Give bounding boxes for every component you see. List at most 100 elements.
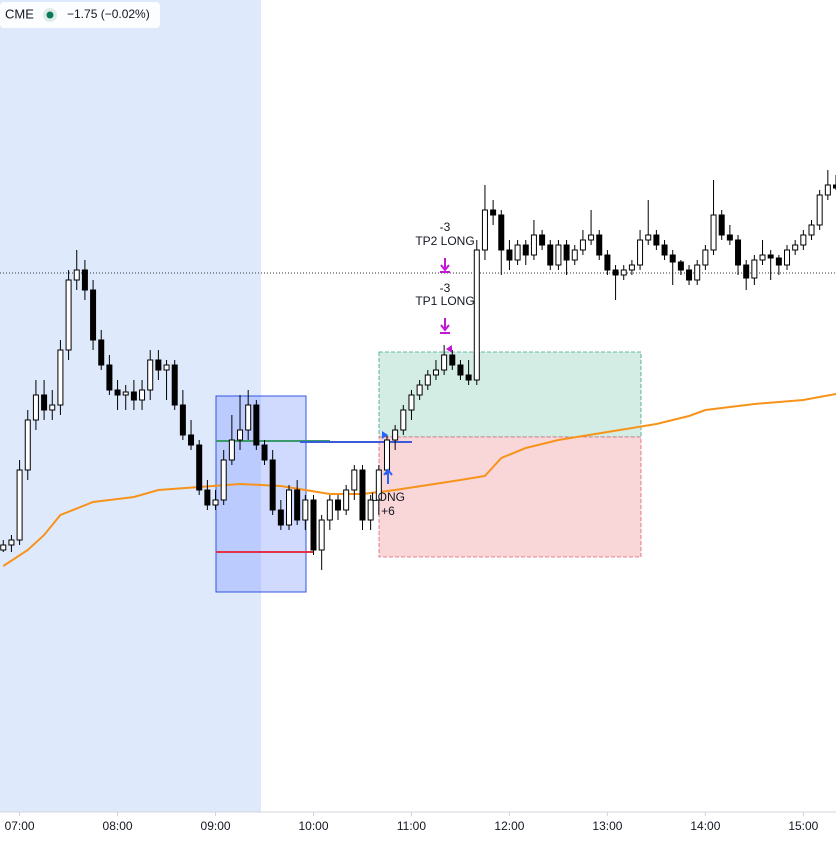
candle-body (726, 234, 733, 241)
candle-body (318, 519, 325, 551)
candle-body (106, 364, 113, 391)
x-axis-labels: 07:00 08:00 09:00 10:00 11:00 12:00 13:00 14:00… (5, 812, 819, 833)
annotation: -3 (440, 281, 451, 295)
exit-arrow (440, 258, 450, 273)
candle-body (8, 539, 15, 546)
entry-arrow (383, 468, 393, 484)
candle-body (57, 349, 64, 406)
candle-body (645, 234, 652, 241)
status-dot (46, 11, 54, 19)
x-tick-label: 08:00 (103, 819, 133, 833)
candle-body (775, 257, 782, 266)
candle-body (196, 444, 203, 491)
candle-body (784, 249, 791, 266)
x-tick-label: 15:00 (788, 819, 818, 833)
x-tick-label: 14:00 (690, 819, 720, 833)
candle-body (824, 184, 831, 196)
exit-marker (446, 345, 452, 353)
annotation: TP2 LONG (415, 234, 474, 248)
candle-body (514, 244, 521, 261)
x-tick-label: 12:00 (494, 819, 524, 833)
candle-body (294, 489, 301, 521)
candle-body (457, 364, 464, 376)
candle-body (139, 389, 146, 401)
candle-body (163, 364, 170, 371)
candle-body (65, 279, 72, 351)
candle-body (326, 499, 333, 521)
candle-body (302, 499, 309, 521)
x-tick-label: 09:00 (201, 819, 231, 833)
candle-body (767, 254, 774, 259)
candle-body (253, 404, 260, 446)
candle-body (441, 354, 448, 371)
candle-body (539, 234, 546, 246)
candle-body (432, 369, 439, 376)
candle-body (653, 234, 660, 246)
candle-body (171, 364, 178, 406)
annotation: +6 (381, 504, 395, 518)
candle-body (490, 209, 497, 216)
candle-body (73, 269, 80, 281)
candle-body (41, 394, 48, 411)
candle-body (16, 469, 23, 541)
candle-body (147, 359, 154, 391)
candle-body (130, 391, 137, 401)
candle-body (122, 391, 129, 396)
candle-body (367, 499, 374, 521)
candle-body (710, 214, 717, 251)
candle-body (310, 499, 317, 551)
candle-body (522, 244, 529, 256)
candle-body (114, 389, 121, 396)
plot-area (0, 170, 836, 570)
candle-body (792, 244, 799, 251)
candle-body (718, 214, 725, 236)
candle-body (555, 244, 562, 266)
x-tick-label: 13:00 (592, 819, 622, 833)
candle-body (81, 269, 88, 291)
x-tick-label: 11:00 (397, 819, 426, 833)
candle-body (32, 394, 39, 421)
candle-body (351, 469, 358, 491)
candle-body (800, 234, 807, 246)
candle-body (669, 254, 676, 263)
candle-body (392, 429, 399, 441)
candle-body (245, 404, 252, 431)
candle-body (751, 259, 758, 279)
candle-body (188, 434, 195, 446)
candle-body (359, 469, 366, 521)
candle-body (506, 249, 513, 261)
candle-body (0, 544, 7, 551)
annotation: -3 (440, 220, 451, 234)
candle-body (424, 374, 431, 386)
candle-body (383, 439, 390, 471)
candle-body (743, 264, 750, 279)
candle-body (277, 509, 284, 526)
candle-body (694, 264, 701, 281)
candle-body (179, 404, 186, 436)
candle-body (808, 224, 815, 236)
candle-body (286, 489, 293, 526)
candle-body (204, 489, 211, 506)
candle-body (530, 234, 537, 256)
candle-body (759, 254, 766, 261)
candle-body (628, 264, 635, 271)
candle-body (604, 254, 611, 271)
candle-body (612, 269, 619, 276)
candle-body (220, 459, 227, 501)
candle-body (677, 261, 684, 271)
x-tick-label: 07:00 (5, 819, 35, 833)
candle-body (90, 289, 97, 341)
candle-body (334, 499, 341, 511)
candle-body (686, 269, 693, 281)
price-change: −1.75 (−0.02%) (67, 7, 150, 21)
candle-body (596, 234, 603, 256)
candle-body (833, 184, 836, 189)
range-box (215, 395, 307, 593)
target-zone (378, 351, 642, 438)
candle-body (375, 469, 382, 501)
annotation: TP1 LONG (415, 294, 474, 308)
candle-body (637, 239, 644, 266)
header-box (0, 2, 160, 28)
candle-body (571, 249, 578, 261)
